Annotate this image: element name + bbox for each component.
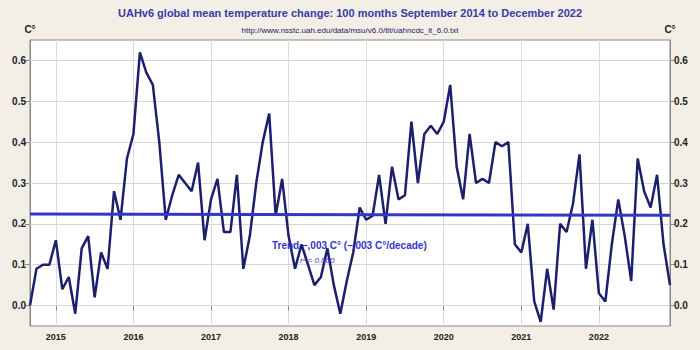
- svg-text:0.2: 0.2: [12, 218, 26, 229]
- svg-text:2017: 2017: [201, 332, 221, 342]
- svg-text:0.2: 0.2: [674, 218, 688, 229]
- svg-text:0.3: 0.3: [674, 178, 688, 189]
- svg-text:Trend –,003 C° (–,003 C°/decad: Trend –,003 C° (–,003 C°/decade): [272, 240, 427, 251]
- svg-text:0.5: 0.5: [12, 96, 26, 107]
- svg-text:0.4: 0.4: [12, 137, 26, 148]
- svg-text:0.3: 0.3: [12, 178, 26, 189]
- svg-text:2022: 2022: [589, 332, 609, 342]
- svg-text:0.1: 0.1: [12, 259, 26, 270]
- svg-text:2019: 2019: [356, 332, 376, 342]
- svg-text:r² = 0.000: r² = 0.000: [300, 256, 335, 265]
- svg-text:2021: 2021: [511, 332, 531, 342]
- svg-text:2018: 2018: [279, 332, 299, 342]
- svg-text:UAHv6 global mean temperature: UAHv6 global mean temperature change: 10…: [118, 7, 582, 19]
- svg-text:0.1: 0.1: [674, 259, 688, 270]
- svg-text:0.0: 0.0: [12, 300, 26, 311]
- svg-text:2015: 2015: [46, 332, 66, 342]
- svg-text:C°: C°: [24, 24, 35, 35]
- svg-text:0.6: 0.6: [674, 55, 688, 66]
- svg-text:C°: C°: [664, 24, 675, 35]
- svg-text:0.0: 0.0: [674, 300, 688, 311]
- svg-text:0.5: 0.5: [674, 96, 688, 107]
- svg-text:0.4: 0.4: [674, 137, 688, 148]
- svg-text:2020: 2020: [434, 332, 454, 342]
- svg-text:2016: 2016: [123, 332, 143, 342]
- svg-text:0.6: 0.6: [12, 55, 26, 66]
- svg-text:http://www.nsstc.uah.edu/data/: http://www.nsstc.uah.edu/data/msu/v6.0/t…: [241, 26, 459, 35]
